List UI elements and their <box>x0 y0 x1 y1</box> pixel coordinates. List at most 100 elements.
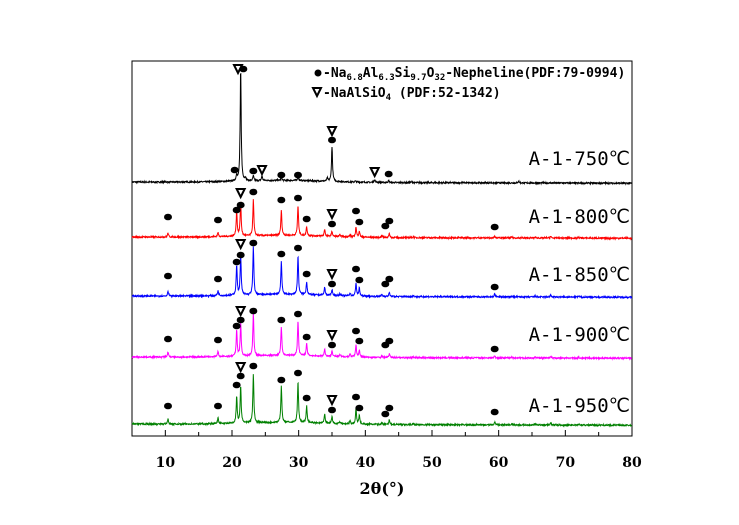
legend: -Na6.8Al6.3Si9.7O32-Nepheline(PDF:79-099… <box>311 66 625 103</box>
nepheline-marker-icon <box>352 265 360 273</box>
series-label: A-1-950℃ <box>529 395 630 417</box>
nepheline-marker-icon <box>352 207 360 215</box>
nepheline-marker-icon <box>214 336 222 344</box>
naalsio4-marker-icon <box>235 306 247 318</box>
legend-circle-icon <box>314 69 322 77</box>
series-label: A-1-800℃ <box>529 206 630 228</box>
x-tick-label: 20 <box>222 455 242 471</box>
nepheline-marker-icon <box>385 404 394 412</box>
nepheline-marker-icon <box>385 217 394 225</box>
series-line-2 <box>131 246 633 300</box>
nepheline-marker-icon <box>355 404 364 412</box>
nepheline-marker-icon <box>294 244 302 252</box>
x-tick-label: 60 <box>489 455 509 471</box>
nepheline-marker-icon <box>355 337 364 345</box>
x-axis-label: 2θ(°) <box>360 479 405 498</box>
nepheline-marker-icon <box>352 393 360 401</box>
nepheline-marker-icon <box>214 275 222 283</box>
naalsio4-marker-icon <box>326 269 338 281</box>
nepheline-marker-icon <box>355 218 364 226</box>
nepheline-marker-icon <box>294 171 302 179</box>
nepheline-marker-icon <box>232 322 241 330</box>
series-label: A-1-850℃ <box>529 264 630 286</box>
nepheline-marker-icon <box>328 406 336 414</box>
nepheline-marker-icon <box>490 283 499 291</box>
naalsio4-marker-icon <box>326 395 338 407</box>
plot-frame <box>131 60 633 437</box>
legend-entry-nepheline: -Na6.8Al6.3Si9.7O32-Nepheline(PDF:79-099… <box>323 66 625 83</box>
naalsio4-marker-icon <box>235 188 247 200</box>
nepheline-marker-icon <box>239 65 248 73</box>
legend-entry-naalsio4: -NaAlSiO4 (PDF:52-1342) <box>323 86 501 103</box>
nepheline-marker-icon <box>249 307 258 315</box>
nepheline-marker-icon <box>294 310 302 318</box>
nepheline-marker-icon <box>277 171 286 179</box>
nepheline-marker-icon <box>355 276 364 284</box>
nepheline-marker-icon <box>232 258 241 266</box>
nepheline-marker-icon <box>302 394 311 402</box>
nepheline-marker-icon <box>381 410 390 418</box>
x-tick-label: 50 <box>422 455 442 471</box>
x-tick-label: 40 <box>356 455 376 471</box>
nepheline-marker-icon <box>164 272 172 280</box>
nepheline-marker-icon <box>352 327 360 335</box>
legend-triangle-icon <box>311 87 323 99</box>
nepheline-marker-icon <box>236 201 245 209</box>
nepheline-marker-icon <box>328 341 336 349</box>
nepheline-marker-icon <box>490 223 499 231</box>
nepheline-marker-icon <box>302 215 311 223</box>
peak-markers <box>164 64 499 418</box>
x-tick-label: 80 <box>622 455 642 471</box>
nepheline-marker-icon <box>164 213 172 221</box>
x-axis-ticks: 10 20 30 40 50 60 70 80 <box>131 430 642 471</box>
series-line-1 <box>131 199 633 241</box>
naalsio4-marker-icon <box>369 167 381 179</box>
nepheline-marker-icon <box>230 166 239 174</box>
series-line-3 <box>131 312 632 361</box>
series-line-0 <box>131 72 633 186</box>
nepheline-marker-icon <box>302 333 311 341</box>
nepheline-marker-icon <box>236 251 245 259</box>
nepheline-marker-icon <box>164 335 172 343</box>
nepheline-marker-icon <box>249 188 258 196</box>
naalsio4-marker-icon <box>326 126 338 138</box>
nepheline-marker-icon <box>384 170 393 178</box>
nepheline-marker-icon <box>249 362 258 370</box>
nepheline-marker-icon <box>385 275 394 283</box>
nepheline-marker-icon <box>385 337 394 345</box>
nepheline-marker-icon <box>294 369 302 377</box>
nepheline-marker-icon <box>490 345 499 353</box>
series-labels: A-1-750℃ A-1-800℃ A-1-850℃ A-1-900℃ A-1-950℃ <box>529 148 630 417</box>
nepheline-marker-icon <box>381 222 390 230</box>
naalsio4-marker-icon <box>326 330 338 342</box>
nepheline-marker-icon <box>164 402 172 410</box>
nepheline-marker-icon <box>232 206 241 214</box>
series-line-4 <box>131 374 633 428</box>
nepheline-marker-icon <box>328 280 336 288</box>
nepheline-marker-icon <box>249 167 258 175</box>
nepheline-marker-icon <box>236 316 245 324</box>
nepheline-marker-icon <box>232 381 241 389</box>
nepheline-marker-icon <box>277 316 286 324</box>
x-tick-label: 10 <box>156 455 176 471</box>
series-curves <box>131 72 633 428</box>
nepheline-marker-icon <box>381 280 390 288</box>
x-tick-label: 30 <box>289 455 309 471</box>
naalsio4-marker-icon <box>256 165 268 177</box>
nepheline-marker-icon <box>328 136 336 144</box>
nepheline-marker-icon <box>236 372 245 380</box>
series-label: A-1-900℃ <box>529 324 630 346</box>
naalsio4-marker-icon <box>235 362 247 374</box>
naalsio4-marker-icon <box>326 209 338 221</box>
nepheline-marker-icon <box>277 376 286 384</box>
nepheline-marker-icon <box>214 216 222 224</box>
nepheline-marker-icon <box>328 220 336 228</box>
nepheline-marker-icon <box>249 239 258 247</box>
nepheline-marker-icon <box>302 270 311 278</box>
nepheline-marker-icon <box>214 402 222 410</box>
naalsio4-marker-icon <box>235 239 247 251</box>
nepheline-marker-icon <box>294 194 302 202</box>
nepheline-marker-icon <box>490 408 499 416</box>
series-label: A-1-750℃ <box>529 148 630 170</box>
